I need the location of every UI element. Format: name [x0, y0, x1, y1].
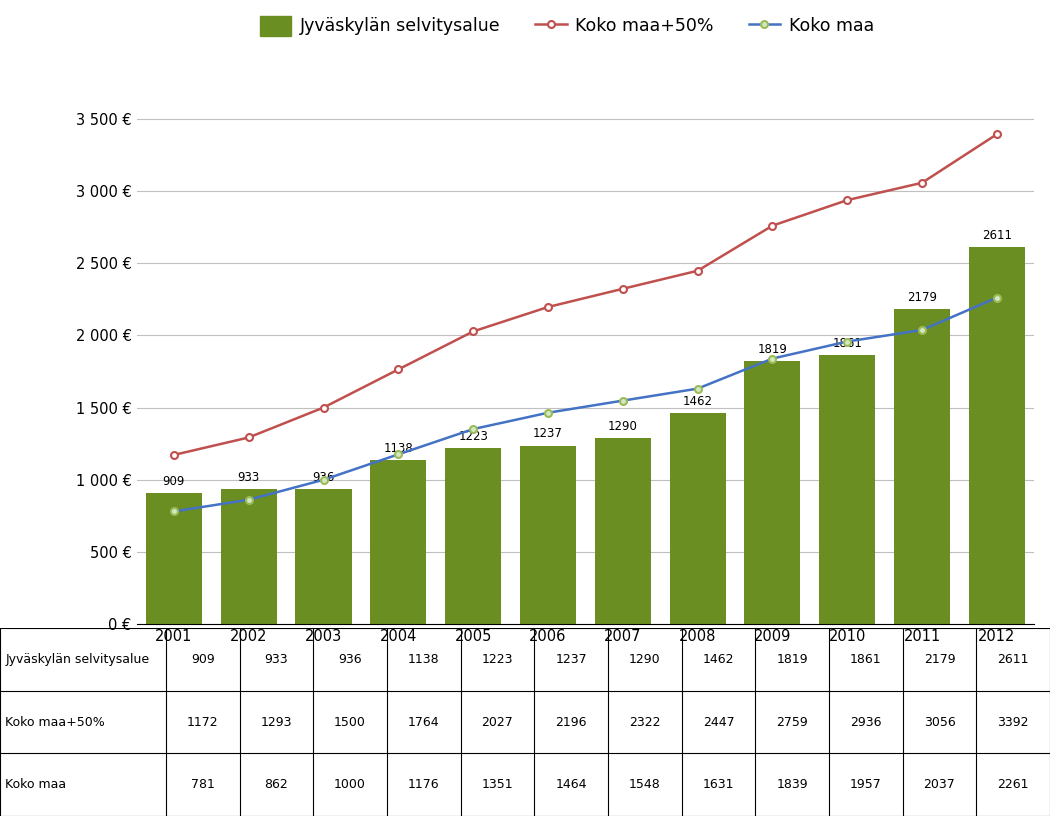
Text: 936: 936 — [338, 653, 362, 666]
Text: 1462: 1462 — [702, 653, 734, 666]
Text: 1176: 1176 — [408, 778, 440, 792]
Text: 2759: 2759 — [776, 716, 809, 729]
Bar — [220, 490, 277, 624]
Text: Jyväskylän selvitysalue: Jyväskylän selvitysalue — [5, 653, 149, 666]
Text: 2611: 2611 — [982, 229, 1012, 242]
Text: 2037: 2037 — [924, 778, 956, 792]
Text: 1819: 1819 — [757, 344, 788, 357]
Text: 2936: 2936 — [850, 716, 882, 729]
Bar — [894, 309, 950, 624]
Text: 1172: 1172 — [187, 716, 218, 729]
Text: 1861: 1861 — [833, 337, 862, 350]
Text: 1819: 1819 — [776, 653, 807, 666]
Text: 1462: 1462 — [682, 395, 713, 408]
Text: 2027: 2027 — [482, 716, 513, 729]
Text: 1138: 1138 — [408, 653, 440, 666]
Text: 2196: 2196 — [555, 716, 587, 729]
Text: 1464: 1464 — [555, 778, 587, 792]
Text: 1290: 1290 — [608, 420, 637, 432]
Text: 909: 909 — [163, 475, 185, 488]
Text: 1237: 1237 — [533, 428, 563, 441]
Text: Koko maa+50%: Koko maa+50% — [5, 716, 105, 729]
Bar — [594, 438, 651, 624]
Bar — [295, 489, 352, 624]
Text: 936: 936 — [312, 471, 335, 484]
Text: 1000: 1000 — [334, 778, 366, 792]
Text: 1223: 1223 — [482, 653, 513, 666]
Bar — [520, 446, 576, 624]
Text: 2447: 2447 — [702, 716, 734, 729]
Text: 1861: 1861 — [850, 653, 882, 666]
Text: 933: 933 — [237, 472, 259, 485]
Text: 2179: 2179 — [924, 653, 956, 666]
Text: 2179: 2179 — [907, 291, 937, 304]
Text: 933: 933 — [265, 653, 288, 666]
Text: 1351: 1351 — [482, 778, 513, 792]
Text: 1548: 1548 — [629, 778, 660, 792]
Bar — [819, 356, 876, 624]
Text: 1764: 1764 — [408, 716, 440, 729]
Text: 1290: 1290 — [629, 653, 660, 666]
Text: 1293: 1293 — [260, 716, 292, 729]
Text: 1223: 1223 — [458, 429, 488, 442]
Text: 1839: 1839 — [776, 778, 807, 792]
Text: 2611: 2611 — [998, 653, 1029, 666]
Text: 862: 862 — [265, 778, 289, 792]
Bar — [445, 447, 501, 624]
Legend: Jyväskylän selvitysalue, Koko maa+50%, Koko maa: Jyväskylän selvitysalue, Koko maa+50%, K… — [253, 9, 881, 42]
Text: 3056: 3056 — [924, 716, 956, 729]
Text: 1957: 1957 — [849, 778, 882, 792]
Bar — [371, 460, 426, 624]
Text: 2261: 2261 — [998, 778, 1029, 792]
Text: 1500: 1500 — [334, 716, 366, 729]
Text: 781: 781 — [191, 778, 214, 792]
Text: 2322: 2322 — [629, 716, 660, 729]
Text: Koko maa: Koko maa — [5, 778, 66, 792]
Text: 909: 909 — [191, 653, 214, 666]
Bar — [670, 413, 726, 624]
Text: 3392: 3392 — [998, 716, 1029, 729]
Text: 1237: 1237 — [555, 653, 587, 666]
Text: 1631: 1631 — [702, 778, 734, 792]
Bar — [146, 493, 202, 624]
Bar — [969, 247, 1025, 624]
Text: 1138: 1138 — [383, 441, 414, 455]
Bar — [744, 361, 800, 624]
